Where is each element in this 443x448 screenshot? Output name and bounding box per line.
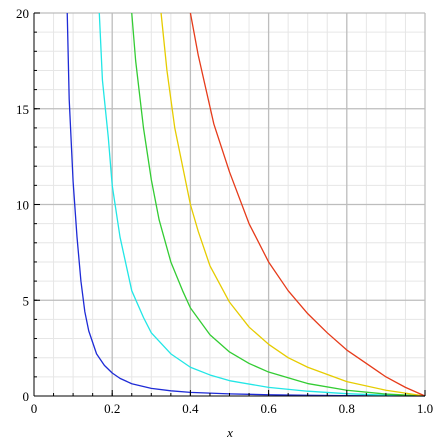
x-tick-label: 0.2	[104, 401, 120, 416]
series-layer	[66, 12, 426, 397]
x-tick-labels: 0 0.2 0.4 0.6 0.8 1.0	[31, 401, 433, 416]
x-tick-label: 0.4	[182, 401, 199, 416]
x-tick-label: 0.6	[260, 401, 277, 416]
y-tick-labels: 0 5 10 15 20	[16, 6, 29, 404]
axes	[33, 12, 426, 397]
y-tick-label: 5	[23, 293, 30, 308]
y-tick-label: 20	[16, 6, 29, 21]
series-line-3	[131, 12, 426, 397]
y-tick-label: 15	[16, 102, 29, 117]
y-tick-label: 0	[23, 389, 30, 404]
x-tick-label: 0.8	[339, 401, 355, 416]
x-tick-label: 0	[31, 401, 38, 416]
y-tick-label: 10	[16, 198, 29, 213]
series-line-2	[98, 12, 426, 397]
x-axis-label: x	[226, 425, 233, 440]
series-line-1	[66, 12, 426, 397]
x-tick-label: 1.0	[417, 401, 433, 416]
series-line-4	[160, 12, 426, 397]
series-line-5	[189, 12, 426, 397]
